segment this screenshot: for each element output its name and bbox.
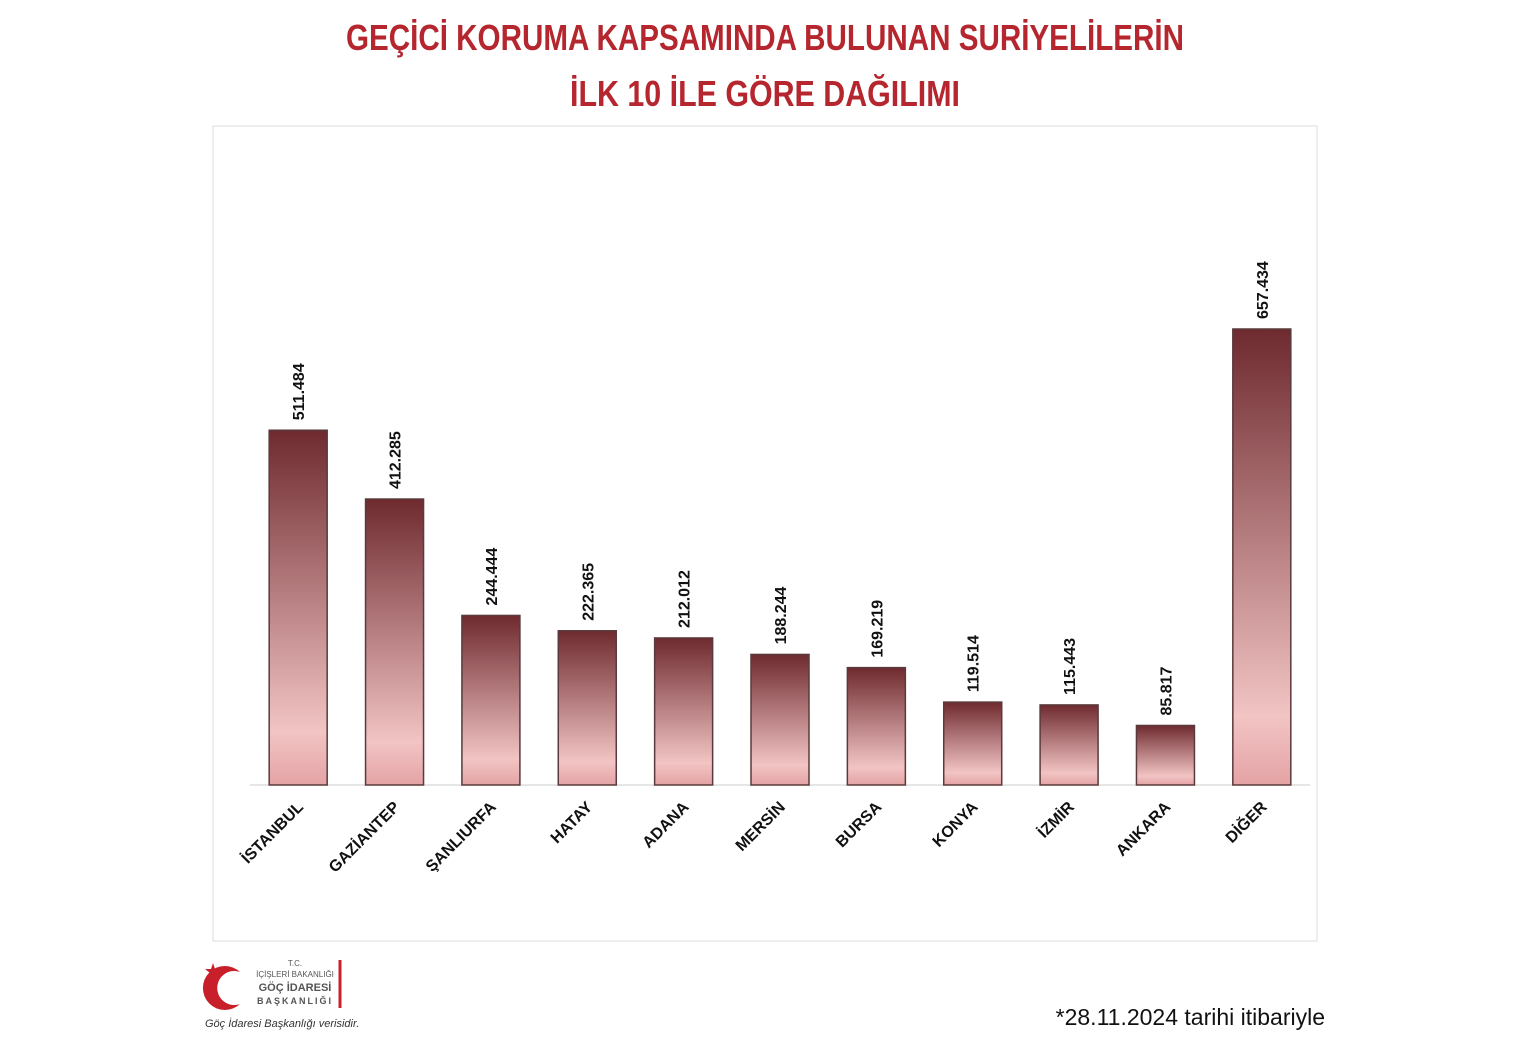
bar — [268, 429, 328, 786]
bar — [846, 666, 907, 786]
source-note: Göç İdaresi Başkanlığı verisidir. — [205, 1018, 359, 1030]
bar — [557, 630, 618, 786]
value-label: 657.434 — [1255, 261, 1272, 319]
chart-title: İLK 10 İLE GÖRE DAĞILIMI — [570, 73, 960, 114]
bar — [750, 653, 810, 786]
value-label: 169.219 — [869, 600, 886, 658]
bar — [461, 614, 521, 786]
value-label: 412.285 — [388, 431, 405, 489]
chart-title: GEÇİCİ KORUMA KAPSAMINDA BULUNAN SURİYEL… — [346, 17, 1184, 58]
logo-star — [205, 963, 221, 979]
value-label: 222.365 — [580, 563, 597, 621]
bar — [942, 701, 1003, 786]
value-label: 85.817 — [1158, 666, 1175, 715]
bar — [1039, 704, 1099, 786]
bar — [653, 637, 714, 786]
value-label: 188.244 — [773, 586, 790, 644]
value-label: 115.443 — [1062, 638, 1079, 695]
logo-text: BAŞKANLIĞI — [257, 995, 333, 1006]
bar — [1232, 328, 1292, 786]
logo: T.C. İÇİŞLERİ BAKANLIĞI GÖÇ İDARESİ BAŞK… — [202, 959, 359, 1030]
value-label: 511.484 — [291, 363, 308, 420]
logo-text: İÇİŞLERİ BAKANLIĞI — [256, 970, 334, 979]
logo-text: T.C. — [288, 959, 302, 968]
date-note: *28.11.2024 tarihi itibariyle — [1056, 1004, 1325, 1030]
logo-text: GÖÇ İDARESİ — [259, 981, 332, 994]
logo-crescent — [202, 966, 240, 1010]
value-label: 212.012 — [677, 570, 694, 628]
value-label: 244.444 — [484, 548, 501, 606]
bar — [364, 498, 425, 786]
bar — [1135, 724, 1196, 786]
value-label: 119.514 — [966, 635, 983, 692]
